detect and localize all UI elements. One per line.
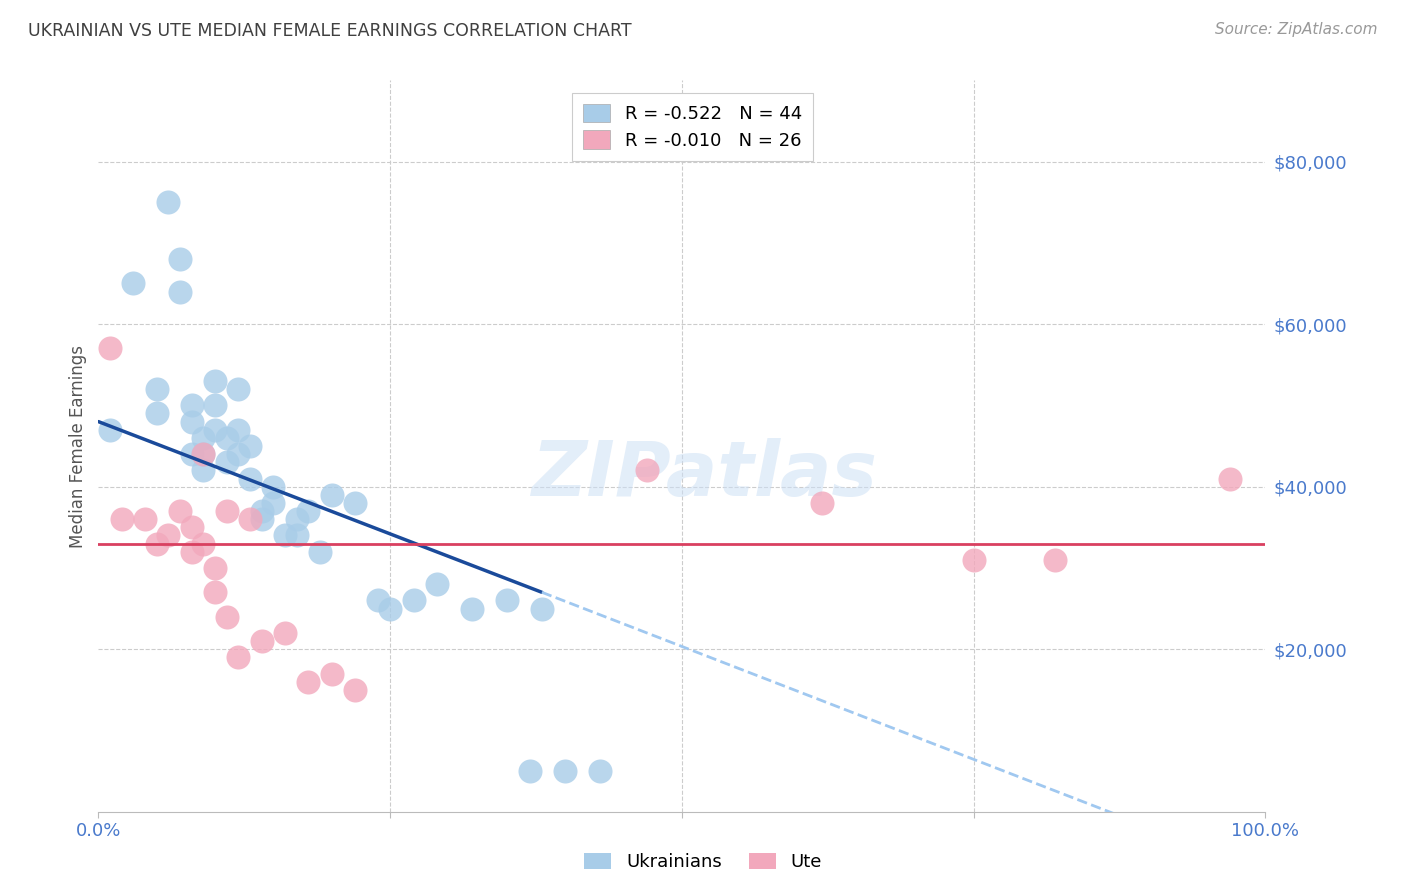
Point — [367, 593, 389, 607]
Point — [285, 512, 308, 526]
Point — [98, 423, 121, 437]
Point — [169, 285, 191, 299]
Point — [530, 601, 553, 615]
Point — [193, 536, 215, 550]
Point — [426, 577, 449, 591]
Point — [495, 593, 517, 607]
Point — [811, 496, 834, 510]
Y-axis label: Median Female Earnings: Median Female Earnings — [69, 344, 87, 548]
Point — [262, 496, 284, 510]
Point — [228, 423, 250, 437]
Point — [239, 439, 262, 453]
Point — [321, 488, 343, 502]
Point — [344, 496, 367, 510]
Point — [193, 431, 215, 445]
Point — [180, 415, 202, 429]
Point — [215, 455, 238, 469]
Point — [122, 277, 145, 291]
Point — [239, 512, 262, 526]
Point — [169, 504, 191, 518]
Point — [215, 431, 238, 445]
Point — [193, 447, 215, 461]
Point — [461, 601, 484, 615]
Point — [321, 666, 343, 681]
Point — [519, 764, 541, 778]
Point — [962, 553, 984, 567]
Point — [146, 407, 169, 421]
Point — [180, 520, 202, 534]
Point — [239, 471, 262, 485]
Point — [344, 682, 367, 697]
Point — [146, 536, 169, 550]
Point — [193, 463, 215, 477]
Point — [228, 382, 250, 396]
Point — [589, 764, 612, 778]
Point — [146, 382, 169, 396]
Point — [228, 447, 250, 461]
Point — [250, 634, 273, 648]
Point — [215, 504, 238, 518]
Point — [1045, 553, 1067, 567]
Point — [134, 512, 156, 526]
Text: ZIPatlas: ZIPatlas — [533, 438, 879, 512]
Point — [285, 528, 308, 542]
Point — [309, 544, 332, 558]
Point — [274, 626, 297, 640]
Point — [180, 398, 202, 412]
Point — [636, 463, 658, 477]
Point — [204, 585, 226, 599]
Point — [250, 504, 273, 518]
Point — [157, 528, 180, 542]
Text: Source: ZipAtlas.com: Source: ZipAtlas.com — [1215, 22, 1378, 37]
Point — [204, 561, 226, 575]
Point — [554, 764, 576, 778]
Point — [98, 342, 121, 356]
Point — [204, 398, 226, 412]
Legend: Ukrainians, Ute: Ukrainians, Ute — [576, 846, 830, 879]
Text: UKRAINIAN VS UTE MEDIAN FEMALE EARNINGS CORRELATION CHART: UKRAINIAN VS UTE MEDIAN FEMALE EARNINGS … — [28, 22, 631, 40]
Point — [169, 252, 191, 266]
Point — [297, 674, 319, 689]
Point — [215, 609, 238, 624]
Point — [297, 504, 319, 518]
Point — [157, 195, 180, 210]
Point — [180, 447, 202, 461]
Point — [193, 447, 215, 461]
Point — [1219, 471, 1241, 485]
Point — [228, 650, 250, 665]
Point — [111, 512, 134, 526]
Point — [378, 601, 402, 615]
Point — [204, 423, 226, 437]
Legend: R = -0.522   N = 44, R = -0.010   N = 26: R = -0.522 N = 44, R = -0.010 N = 26 — [572, 93, 813, 161]
Point — [262, 480, 284, 494]
Point — [274, 528, 297, 542]
Point — [204, 374, 226, 388]
Point — [180, 544, 202, 558]
Point — [402, 593, 425, 607]
Point — [250, 512, 273, 526]
